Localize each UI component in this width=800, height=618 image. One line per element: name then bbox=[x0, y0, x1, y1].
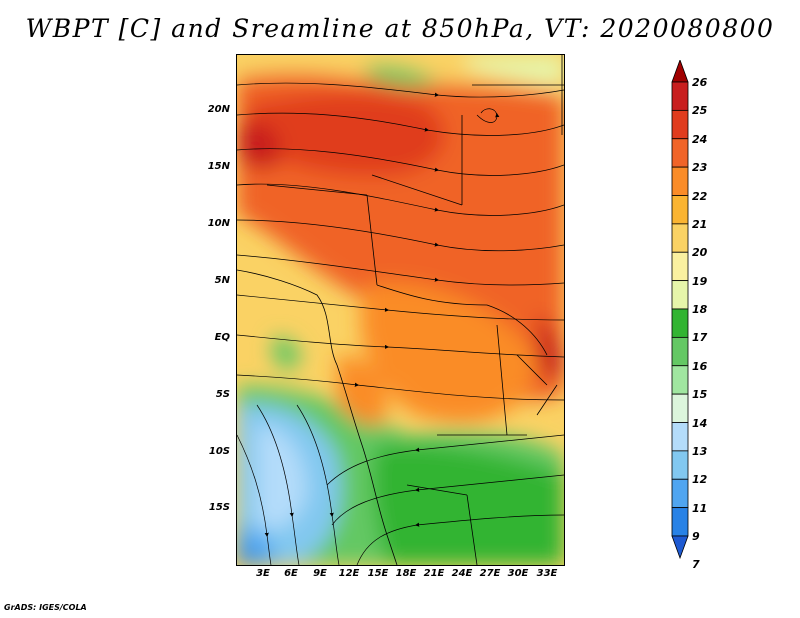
coastline-borders bbox=[237, 55, 564, 565]
lon-label-15e: 15E bbox=[367, 568, 389, 579]
lon-label-27e: 27E bbox=[479, 568, 501, 579]
colorbar-level-label: 21 bbox=[692, 217, 708, 231]
lat-label-5n: 5N bbox=[214, 275, 230, 286]
map-title: WBPT [C] and Sreamline at 850hPa, VT: 20… bbox=[25, 14, 775, 43]
colorbar-bottom-arrow bbox=[671, 535, 689, 560]
lon-label-6e: 6E bbox=[284, 568, 298, 579]
colorbar-level-label: 7 bbox=[692, 558, 700, 572]
colorbar-level-label: 14 bbox=[692, 416, 708, 430]
colorbar-level-label: 13 bbox=[692, 444, 708, 458]
lat-label-15n: 15N bbox=[207, 161, 230, 172]
colorbar-level-label: 17 bbox=[692, 331, 708, 345]
map-panel bbox=[236, 54, 565, 566]
colorbar-swatch bbox=[671, 223, 689, 253]
colorbar-swatch bbox=[671, 251, 689, 282]
colorbar-swatch bbox=[671, 109, 689, 140]
lon-label-24e: 24E bbox=[451, 568, 473, 579]
colorbar-swatch bbox=[671, 280, 689, 310]
lon-label-30e: 30E bbox=[507, 568, 529, 579]
lat-label-5s: 5S bbox=[215, 389, 230, 400]
colorbar-swatch bbox=[671, 308, 689, 338]
colorbar-level-label: 26 bbox=[692, 76, 708, 89]
streamlines bbox=[237, 82, 564, 565]
colorbar-level-label: 11 bbox=[692, 501, 708, 515]
lon-label-33e: 33E bbox=[536, 568, 558, 579]
wbpt-field bbox=[237, 55, 564, 565]
lon-label-12e: 12E bbox=[338, 568, 360, 579]
colorbar-level-label: 12 bbox=[692, 473, 708, 487]
colorbar-level-label: 24 bbox=[692, 132, 708, 146]
lat-label-20n: 20N bbox=[207, 104, 230, 115]
colorbar-level-label: 16 bbox=[692, 359, 708, 373]
colorbar-level-label: 18 bbox=[692, 303, 708, 316]
lon-label-3e: 3E bbox=[256, 568, 270, 579]
colorbar-level-label: 23 bbox=[692, 161, 708, 175]
footer-credit: GrADS: IGES/COLA bbox=[4, 603, 87, 612]
colorbar-swatch bbox=[671, 478, 689, 509]
colorbar-level-label: 20 bbox=[692, 246, 708, 260]
lon-label-18e: 18E bbox=[395, 568, 417, 579]
lon-label-21e: 21E bbox=[423, 568, 445, 579]
colorbar-swatch bbox=[671, 336, 689, 367]
colorbar-level-label: 19 bbox=[692, 274, 708, 288]
colorbar-swatch bbox=[671, 507, 689, 537]
colorbar bbox=[671, 60, 689, 560]
colorbar-swatch bbox=[671, 195, 689, 225]
lat-label-10s: 10S bbox=[208, 446, 230, 457]
colorbar-level-label: 15 bbox=[692, 388, 708, 402]
colorbar-swatch bbox=[671, 365, 689, 395]
colorbar-top-arrow bbox=[671, 60, 689, 83]
colorbar-swatch bbox=[671, 166, 689, 196]
colorbar-swatch bbox=[671, 450, 689, 480]
colorbar-swatch bbox=[671, 393, 689, 423]
colorbar-level-label: 22 bbox=[692, 189, 708, 203]
lon-label-9e: 9E bbox=[313, 568, 327, 579]
colorbar-swatch bbox=[671, 422, 689, 452]
lat-label-10n: 10N bbox=[207, 218, 230, 229]
colorbar-swatch bbox=[671, 81, 689, 111]
lat-label-eq: EQ bbox=[214, 332, 230, 343]
colorbar-level-label: 25 bbox=[692, 104, 708, 118]
colorbar-swatch bbox=[671, 138, 689, 168]
colorbar-level-label: 9 bbox=[692, 530, 700, 543]
lat-label-15s: 15S bbox=[208, 502, 230, 513]
